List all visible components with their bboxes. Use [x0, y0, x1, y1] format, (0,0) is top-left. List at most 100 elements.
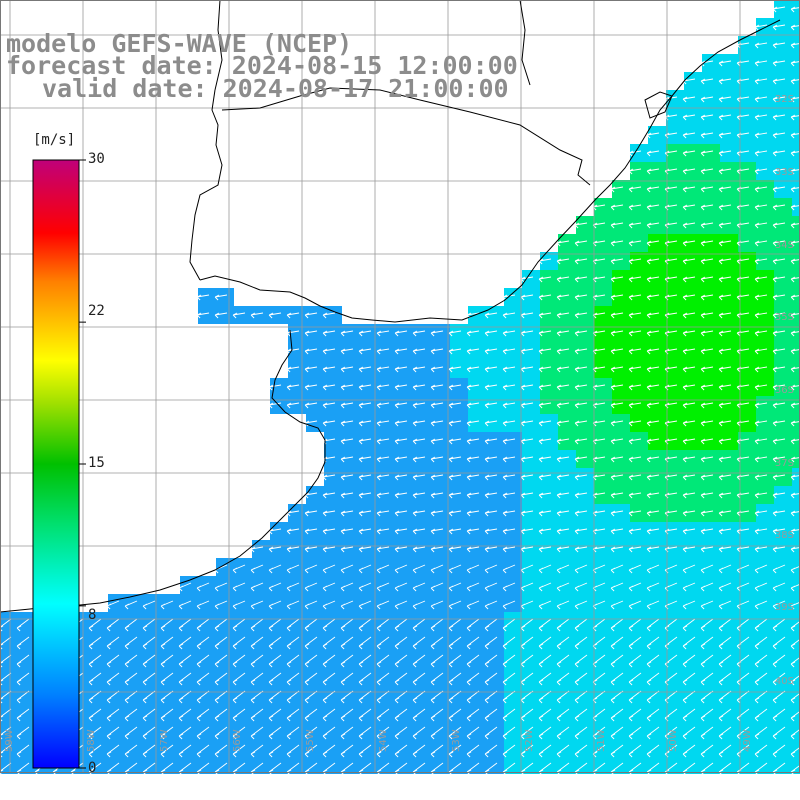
wind-cell: [396, 450, 414, 468]
wind-cell: [540, 396, 558, 414]
wind-cell: [378, 540, 396, 558]
wind-arrow: [484, 564, 498, 574]
wind-arrow: [448, 600, 462, 610]
wind-cell: [378, 504, 396, 522]
wind-arrow: [628, 168, 642, 175]
wind-arrow: [628, 618, 642, 632]
wind-arrow: [304, 546, 318, 553]
wind-cell: [756, 144, 774, 162]
wind-cell: [612, 468, 630, 486]
wind-cell: [684, 468, 702, 486]
wind-arrow: [178, 654, 192, 668]
wind-cell: [288, 558, 306, 576]
wind-arrow: [646, 312, 660, 319]
wind-cell: [468, 522, 486, 540]
wind-arrow: [448, 546, 462, 553]
wind-arrow: [340, 456, 354, 463]
wind-arrow: [718, 150, 732, 157]
wind-cell: [108, 594, 126, 612]
wind-cell: [738, 360, 756, 378]
wind-cell: [720, 180, 738, 198]
wind-arrow: [322, 690, 336, 704]
wind-cell: [342, 342, 360, 360]
wind-cell: [630, 468, 648, 486]
wind-arrow: [646, 366, 660, 373]
wind-cell: [792, 684, 800, 702]
wind-cell: [666, 126, 684, 144]
wind-arrow: [718, 582, 732, 592]
wind-arrow: [628, 438, 642, 445]
wind-cell: [702, 450, 720, 468]
wind-arrow: [502, 330, 516, 337]
wind-arrow: [610, 348, 624, 355]
wind-arrow: [376, 672, 390, 686]
wind-cell: [774, 594, 792, 612]
wind-cell: [720, 216, 738, 234]
wind-arrow: [322, 528, 336, 535]
wind-arrow: [322, 654, 336, 668]
wind-arrow: [610, 636, 624, 650]
wind-cell: [360, 522, 378, 540]
wind-arrow: [340, 618, 354, 632]
wind-arrow: [376, 474, 390, 481]
wind-cell: [468, 396, 486, 414]
wind-arrow: [682, 204, 696, 211]
wind-arrow: [754, 60, 768, 67]
wind-arrow: [574, 438, 588, 445]
wind-arrow: [772, 312, 786, 319]
wind-arrow: [412, 348, 426, 355]
wind-cell: [720, 126, 738, 144]
wind-arrow: [790, 6, 800, 13]
wind-cell: [594, 468, 612, 486]
wind-arrow: [772, 186, 786, 193]
wind-arrow: [610, 402, 624, 409]
wind-cell: [576, 288, 594, 306]
wind-arrow: [502, 726, 516, 740]
wind-arrow: [628, 474, 642, 481]
wind-arrow: [178, 690, 192, 704]
wind-arrow: [754, 276, 768, 283]
wind-arrow: [196, 294, 210, 301]
wind-cell: [378, 414, 396, 432]
wind-arrow: [142, 708, 156, 722]
wind-cell: [576, 306, 594, 324]
wind-cell: [396, 558, 414, 576]
wind-cell: [792, 702, 800, 720]
wind-arrow: [268, 726, 282, 740]
wind-arrow: [700, 510, 714, 517]
wind-arrow: [574, 402, 588, 409]
wind-arrow: [556, 402, 570, 409]
wind-arrow: [754, 600, 768, 610]
wind-arrow: [484, 546, 498, 553]
wind-cell: [648, 468, 666, 486]
wind-cell: [738, 540, 756, 558]
wind-arrow: [304, 654, 318, 668]
colorbar-tick-label: 22: [88, 303, 105, 319]
wind-cell: [144, 594, 162, 612]
wind-arrow: [538, 672, 552, 686]
wind-arrows: [0, 6, 800, 776]
wind-cell: [648, 450, 666, 468]
colorbar-tick-label: 15: [88, 455, 105, 471]
wind-arrow: [358, 456, 372, 463]
wind-arrow: [610, 492, 624, 499]
wind-arrow: [358, 366, 372, 373]
wind-arrow: [376, 618, 390, 632]
wind-cell: [522, 486, 540, 504]
wind-arrow: [304, 564, 318, 574]
wind-cell: [702, 396, 720, 414]
wind-cell: [612, 252, 630, 270]
wind-arrow: [178, 672, 192, 686]
wind-arrow: [520, 528, 534, 535]
wind-arrow: [502, 636, 516, 650]
wind-cell: [792, 36, 800, 54]
wind-cell: [540, 468, 558, 486]
wind-arrow: [448, 456, 462, 463]
wind-cell: [630, 270, 648, 288]
wind-cell: [486, 450, 504, 468]
wind-arrow: [502, 672, 516, 686]
wind-cell: [666, 504, 684, 522]
wind-arrow: [466, 348, 480, 355]
wind-arrow: [448, 474, 462, 481]
wind-cell: [738, 378, 756, 396]
